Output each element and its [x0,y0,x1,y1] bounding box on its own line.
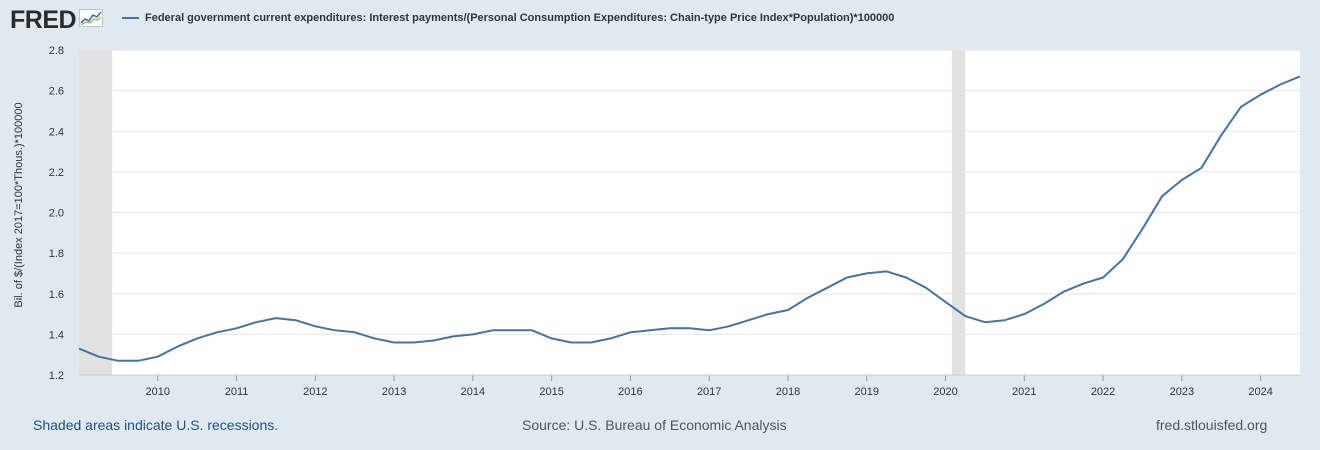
y-tick-label: 1.8 [49,248,64,260]
y-axis-label: Bil. of $/(Index 2017=100*Thous.)*100000 [13,102,25,307]
y-tick-label: 1.2 [49,370,64,382]
y-tick-label: 2.0 [49,208,64,220]
x-tick-label: 2023 [1170,386,1194,398]
logo-text: FRED [10,5,77,34]
x-tick-label: 2021 [1012,386,1036,398]
x-tick-label: 2014 [461,386,485,398]
x-tick-label: 2010 [146,386,170,398]
legend: Federal government current expenditures:… [122,12,894,24]
y-tick-label: 1.4 [49,329,64,341]
chart-header: FRED Federal government current expendit… [0,0,1320,40]
y-tick-label: 1.6 [49,289,64,301]
x-tick-label: 2011 [225,386,249,398]
x-tick-label: 2024 [1248,386,1272,398]
series-line[interactable] [78,75,1301,362]
x-tick-label: 2018 [776,386,800,398]
x-tick-label: 2012 [303,386,327,398]
series-layer [78,75,1301,362]
recessions-note[interactable]: Shaded areas indicate U.S. recessions. [33,417,279,433]
x-tick-label: 2015 [539,386,563,398]
y-tick-label: 2.2 [49,167,64,179]
x-tick-label: 2022 [1091,386,1115,398]
x-tick-label: 2013 [382,386,406,398]
source-note: Source: U.S. Bureau of Economic Analysis [522,417,787,433]
line-chart: 1.2 1.4 1.6 1.8 2.0 2.2 2.4 2.6 2.8 2010 2011 2012… [13,45,1301,398]
legend-swatch [122,17,139,19]
y-tick-label: 2.8 [49,45,64,57]
y-axis-ticks: 1.2 1.4 1.6 1.8 2.0 2.2 2.4 2.6 2.8 [49,45,64,382]
y-tick-label: 2.4 [49,126,64,138]
x-tick-label: 2016 [618,386,642,398]
site-link[interactable]: fred.stlouisfed.org [1156,417,1268,433]
y-tick-label: 2.6 [49,86,64,98]
legend-label: Federal government current expenditures:… [145,12,895,24]
x-tick-label: 2017 [697,386,721,398]
fred-logo[interactable]: FRED [10,5,104,34]
x-tick-label: 2019 [854,386,878,398]
line-chart-icon [79,8,104,32]
x-tick-label: 2020 [933,386,957,398]
x-axis-ticks: 2010 2011 2012 2013 2014 2015 2016 2017 2018 2019… [79,374,1300,398]
